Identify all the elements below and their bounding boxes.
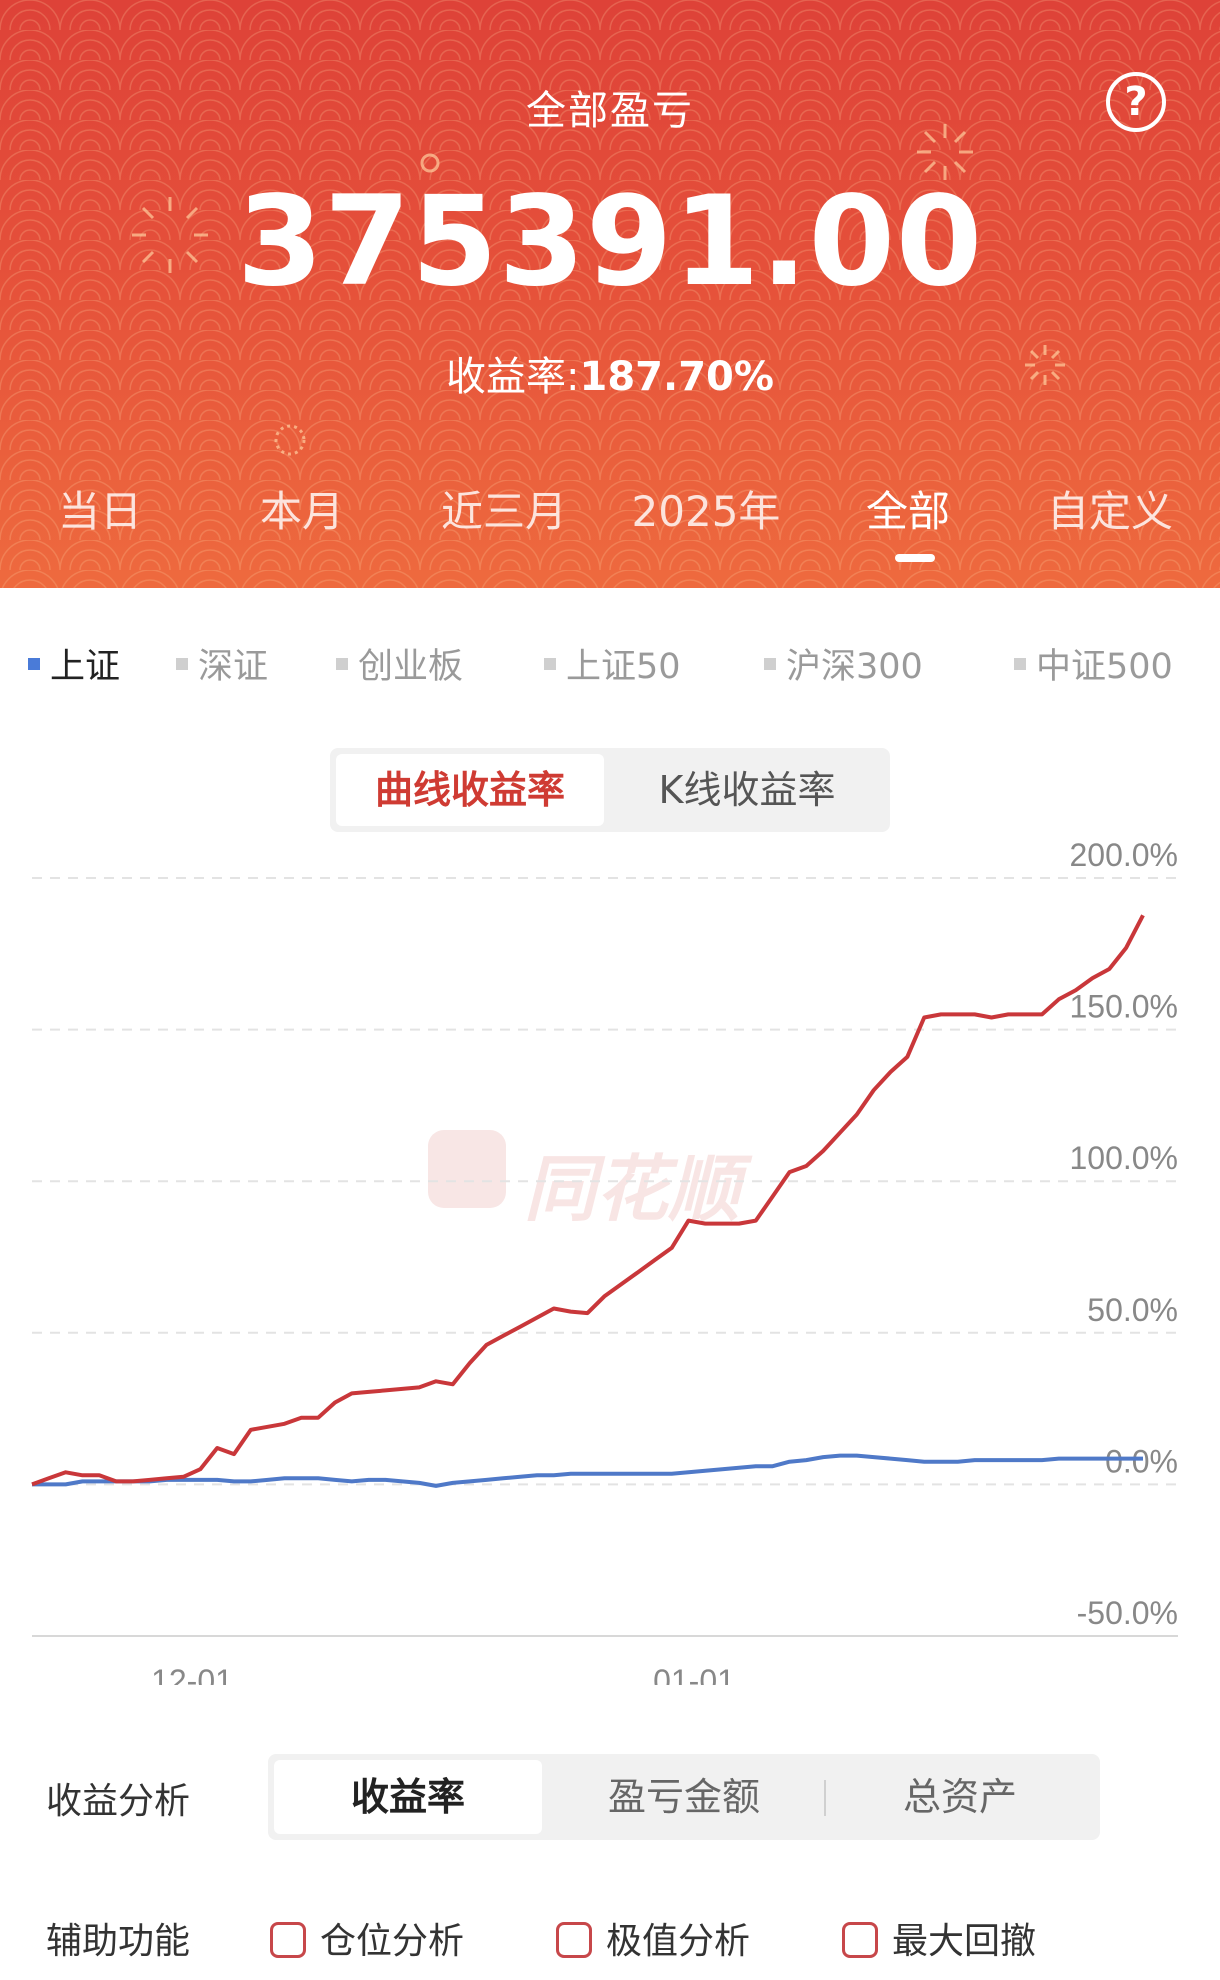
max-drawdown-checkbox[interactable]: 最大回撤 xyxy=(842,1912,1036,1964)
index-return-line xyxy=(32,1453,1143,1488)
analysis-option-assets[interactable]: 总资产 xyxy=(902,1775,1017,1819)
position-analysis-checkbox[interactable]: 仓位分析 xyxy=(270,1912,464,1964)
period-tabs: 当日 本月 近三月 2025年 全部 自定义 xyxy=(0,478,1220,558)
portfolio-return-line xyxy=(31,914,1145,1487)
index-tab-label: 上证50 xyxy=(566,647,681,687)
return-rate-label: 收益率: xyxy=(446,354,580,400)
total-profit-amount: 375391.00 xyxy=(236,170,984,314)
index-tab-label: 上证 xyxy=(50,647,121,687)
checkbox-label: 极值分析 xyxy=(606,1921,751,1962)
return-chart: 200.0% 150.0% 100.0% 50.0% 0.0% -50.0% 12-01 01… xyxy=(31,837,1178,1685)
x-tick-label: 01-01 xyxy=(653,1663,735,1685)
curve-return-option[interactable]: 曲线收益率 xyxy=(336,754,604,826)
y-tick-label: 200.0% xyxy=(1069,837,1178,873)
checkbox-label: 仓位分析 xyxy=(320,1921,465,1962)
chart-type-toggle: 曲线收益率 K线收益率 xyxy=(330,748,890,832)
segment-divider xyxy=(824,1780,826,1816)
index-tab-chinext[interactable]: 创业板 xyxy=(336,638,463,688)
index-tab-csi300[interactable]: 沪深300 xyxy=(764,638,923,688)
legend-square-icon xyxy=(764,658,776,670)
index-tab-label: 中证500 xyxy=(1036,647,1173,687)
extreme-analysis-checkbox[interactable]: 极值分析 xyxy=(556,1912,750,1964)
legend-square-icon xyxy=(1014,658,1026,670)
tab-this-month[interactable]: 本月 xyxy=(259,487,344,536)
checkbox-icon xyxy=(270,1922,306,1958)
y-tick-label: 150.0% xyxy=(1069,989,1178,1025)
legend-square-icon xyxy=(28,658,40,670)
tab-2025[interactable]: 2025年 xyxy=(631,487,781,536)
analysis-option-rate[interactable]: 收益率 xyxy=(274,1760,542,1834)
return-rate-value: 187.70% xyxy=(579,354,774,400)
kline-return-option[interactable]: K线收益率 xyxy=(658,768,836,812)
index-tab-sse50[interactable]: 上证50 xyxy=(544,638,681,688)
index-tab-shenzhen[interactable]: 深证 xyxy=(176,638,268,688)
checkbox-label: 最大回撤 xyxy=(892,1921,1037,1962)
checkbox-icon xyxy=(842,1922,878,1958)
index-tab-label: 深证 xyxy=(198,647,269,687)
active-tab-indicator xyxy=(895,554,935,562)
legend-square-icon xyxy=(176,658,188,670)
header-banner: 全部盈亏 ? 375391.00 收益率:187.70% 当日 本月 近三月 2… xyxy=(0,0,1220,588)
help-icon[interactable]: ? xyxy=(1106,72,1166,132)
index-tab-csi500[interactable]: 中证500 xyxy=(1014,638,1173,688)
y-tick-label: 100.0% xyxy=(1069,1140,1178,1176)
legend-square-icon xyxy=(544,658,556,670)
wave-pattern xyxy=(0,0,1220,588)
firework-decor xyxy=(132,124,1065,456)
x-tick-label: 12-01 xyxy=(151,1663,233,1685)
analysis-segmented-control: 收益率 盈亏金额 总资产 xyxy=(268,1754,1100,1840)
index-tab-label: 沪深300 xyxy=(786,647,923,687)
return-rate: 收益率:187.70% xyxy=(0,344,1220,402)
tab-three-months[interactable]: 近三月 xyxy=(440,487,567,536)
page-title: 全部盈亏 xyxy=(526,88,694,134)
y-tick-label: -50.0% xyxy=(1077,1595,1178,1631)
legend-square-icon xyxy=(336,658,348,670)
y-tick-label: 0.0% xyxy=(1105,1443,1178,1479)
tab-today[interactable]: 当日 xyxy=(57,487,142,536)
index-tab-shanghai[interactable]: 上证 xyxy=(28,638,120,688)
tab-all[interactable]: 全部 xyxy=(865,487,950,536)
y-tick-label: 50.0% xyxy=(1087,1292,1178,1328)
watermark-chart-icon xyxy=(428,1130,506,1208)
analysis-label: 收益分析 xyxy=(46,1781,191,1822)
aux-label: 辅助功能 xyxy=(46,1921,191,1962)
checkbox-icon xyxy=(556,1922,592,1958)
analysis-option-pnl[interactable]: 盈亏金额 xyxy=(607,1775,760,1819)
index-tab-label: 创业板 xyxy=(358,647,464,687)
tab-custom[interactable]: 自定义 xyxy=(1046,487,1173,536)
watermark-text: 同花顺 xyxy=(524,1147,741,1231)
